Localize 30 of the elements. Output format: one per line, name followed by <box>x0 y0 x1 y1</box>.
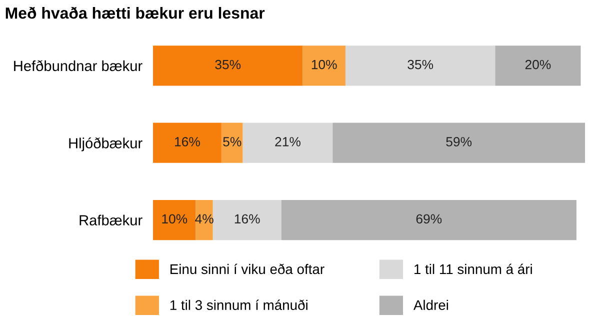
legend-label: Einu sinni í viku eða oftar <box>170 264 324 274</box>
data-label: 10% <box>312 60 337 70</box>
bar <box>302 46 346 86</box>
bar <box>153 46 303 86</box>
bar <box>212 200 282 240</box>
bar <box>221 122 243 163</box>
data-label: 59% <box>446 137 472 146</box>
data-label: 10% <box>162 214 188 224</box>
bar <box>495 46 581 86</box>
data-label: 35% <box>408 60 434 70</box>
chart-title: Með hvaða hætti bækur eru lesnar <box>6 6 265 19</box>
data-label: 5% <box>223 137 242 146</box>
data-label: 35% <box>215 60 241 70</box>
y-tick-label: Hefðbundnar bækur <box>14 60 142 72</box>
bar <box>153 122 222 163</box>
bar <box>281 200 576 240</box>
legend-label: 1 til 3 sinnum í mánuði <box>170 300 308 310</box>
bar <box>153 200 196 240</box>
data-label: 20% <box>525 60 551 70</box>
y-tick-label: Hljóðbækur <box>69 137 142 152</box>
y-tick-label: Rafbækur <box>80 214 142 226</box>
data-label: 21% <box>275 137 300 146</box>
data-label: 16% <box>175 137 200 146</box>
bar <box>345 46 496 86</box>
data-label: 16% <box>234 214 260 224</box>
legend-label: 1 til 11 sinnum á ári <box>414 264 532 274</box>
bar <box>332 122 585 163</box>
legend-label: Aldrei <box>413 300 448 310</box>
data-label: 69% <box>416 214 442 224</box>
bar <box>242 122 333 163</box>
